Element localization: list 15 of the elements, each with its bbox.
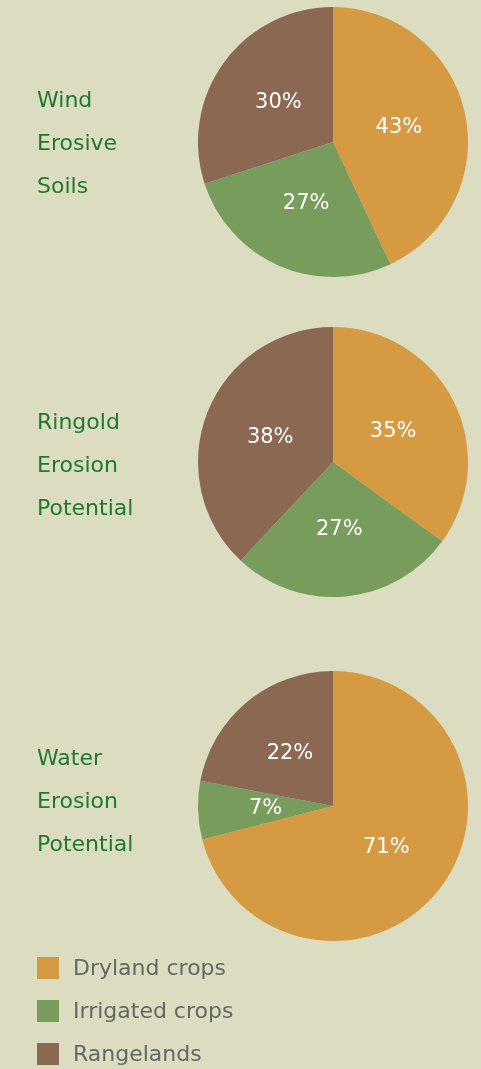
legend-label: Dryland crops [73,955,227,980]
data-label: 35% [369,417,417,442]
data-label: 27% [316,515,363,540]
data-label: 27% [282,190,330,215]
text: Wind Erosive Soils [37,86,119,200]
text: Water Erosion Potential [37,744,135,858]
data-label: 7% [248,794,283,819]
data-label: 30% [255,88,302,113]
legend-label: Rangelands [73,1041,202,1066]
data-label: 71% [362,833,410,858]
data-label: 22% [266,740,314,765]
data-label: 38% [246,423,294,448]
legend-label: Irrigated crops [73,998,234,1023]
data-label: 43% [375,113,423,138]
text: Ringold Erosion Potential [37,408,135,522]
